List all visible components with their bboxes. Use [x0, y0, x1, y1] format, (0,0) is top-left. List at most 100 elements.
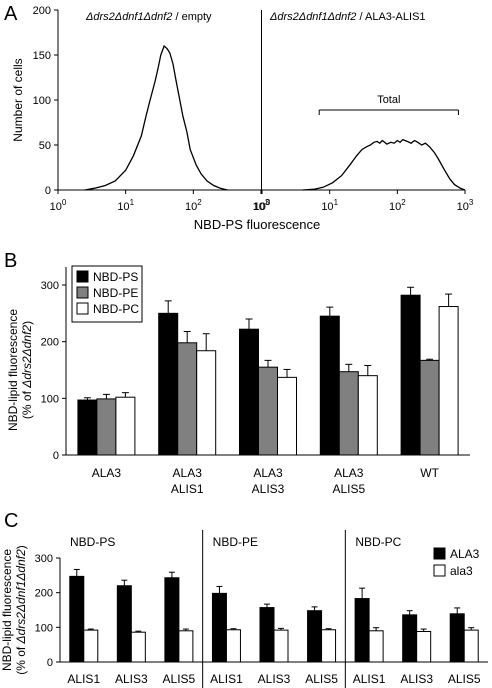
x-tick-label-a2-3: 103: [457, 198, 474, 213]
x-tick-label-b-4-0: WT: [420, 466, 439, 480]
group-title-c-1: NBD-PE: [213, 535, 258, 549]
subplot-title-a1-part-3: Δ: [143, 11, 151, 23]
histogram-line-a2: [302, 138, 466, 191]
subplot-title-a2-part-2: dnf1: [306, 11, 327, 23]
x-tick-base-a2-2: 10: [389, 201, 401, 213]
x-tick-exp-a1-0: 0: [62, 198, 67, 207]
subplot-title-a1-delta: Δ: [85, 11, 93, 23]
subplot-title-a1-part-5: / empty: [172, 11, 212, 23]
x-tick-exp-a2-1: 1: [334, 198, 339, 207]
bar-b-NBD-PC-2: [277, 376, 297, 456]
y-axis-label-b: NBD-lipid fluorescence: [6, 309, 20, 431]
y-tick-label-a-1: 50: [39, 140, 51, 152]
x-axis-label-a: NBD-PS fluorescence: [194, 217, 320, 232]
bar-c-2-ala3-2: [463, 629, 479, 663]
y-axis-label2-b-part-0: (% of: [20, 388, 34, 419]
bar-b-NBD-PE-0: [96, 398, 117, 456]
group-title-c-0: NBD-PS: [70, 535, 115, 549]
x-tick-label-c-2-2: ALIS5: [448, 672, 481, 686]
x-tick-label-a1-2: 102: [185, 198, 202, 213]
bar-c-0-ala3-1: [130, 631, 146, 663]
x-tick-label-b-3-0: ALA3: [334, 466, 364, 480]
bar-c-1-ALA3-2: [307, 610, 323, 663]
subplot-title-a2: Δdrs2Δdnf1Δdnf2 / ALA3-ALIS1: [269, 11, 426, 23]
y-tick-label-a-3: 150: [33, 50, 51, 62]
x-tick-label-c-0-2: ALIS5: [163, 672, 196, 686]
bar-b-NBD-PS-2: [239, 328, 259, 456]
x-tick-label-a1-0: 100: [50, 198, 67, 213]
subplot-title-a1: Δdrs2Δdnf1Δdnf2 / empty: [85, 11, 212, 23]
x-tick-label-c-0-1: ALIS3: [115, 672, 148, 686]
bar-c-1-ALA3-1: [259, 607, 275, 663]
bar-b-NBD-PE-1: [177, 342, 198, 456]
legend-label-c-0: ALA3: [450, 547, 480, 561]
x-tick-label-c-0-0: ALIS1: [67, 672, 100, 686]
y-axis-label2-b-part-5: ): [20, 321, 34, 325]
bar-chart-panel-b: 0 100 200 300 NBD-lipid fluorescence (% of Δd…: [6, 265, 470, 496]
x-tick-label-c-1-0: ALIS1: [210, 672, 243, 686]
bar-c-2-ALA3-1: [402, 614, 418, 663]
y-tick-label-b-2: 200: [41, 337, 59, 349]
legend-swatch-b-1: [76, 286, 89, 299]
x-tick-label-b-1-1: ALIS1: [171, 482, 204, 496]
bar-b-NBD-PS-0: [77, 399, 98, 456]
x-tick-base-a1-1: 10: [117, 201, 129, 213]
x-tick-label-b-2-1: ALIS3: [252, 482, 285, 496]
x-tick-label-a1-3: 103: [253, 198, 270, 213]
subplot-title-a1-part-4: dnf2: [151, 11, 172, 23]
y-tick-label-b-3: 300: [41, 280, 59, 292]
y-axis-label2-b-part-4: dnf2: [20, 325, 34, 349]
y-axis-label2-c-part-7: ): [14, 545, 28, 549]
bar-c-0-ala3-0: [83, 629, 99, 663]
y-axis-label2-b-part-2: drs2: [20, 356, 34, 380]
y-tick-label-b-0: 0: [53, 450, 59, 462]
bar-c-0-ALA3-0: [69, 575, 85, 663]
y-tick-label-c-1: 100: [35, 622, 53, 634]
bar-b-NBD-PC-3: [357, 375, 378, 456]
x-tick-exp-a2-3: 3: [469, 198, 474, 207]
y-tick-label-c-3: 300: [35, 553, 53, 565]
subplot-title-a2-part-5: / ALA3-ALIS1: [356, 11, 425, 23]
group-title-c-2: NBD-PC: [355, 535, 401, 549]
x-tick-label-c-1-2: ALIS5: [305, 672, 338, 686]
y-axis-label2-c-part-5: Δ: [14, 573, 28, 582]
legend-label-b-0: NBD-PS: [93, 270, 138, 284]
subplot-title-a2-part-1: Δ: [298, 11, 306, 23]
bar-chart-panel-c: 0 100 200 300 NBD-lipid fluorescence (% of Δd…: [0, 530, 488, 688]
bar-c-0-ALA3-2: [164, 577, 180, 663]
bar-b-NBD-PC-1: [196, 350, 217, 456]
x-tick-base-a2-0: 10: [254, 201, 266, 213]
subplot-title-a2-part-4: dnf2: [335, 11, 356, 23]
y-axis-label2-c-part-3: Δ: [14, 604, 28, 613]
bar-c-1-ALA3-0: [211, 592, 227, 663]
y-tick-label-a-0: 0: [45, 185, 51, 197]
legend-label-b-1: NBD-PE: [93, 286, 138, 300]
bar-b-NBD-PS-3: [319, 315, 340, 456]
y-axis-label2-c-part-0: (% of: [14, 643, 28, 674]
x-tick-base-a1-2: 10: [185, 201, 197, 213]
bar-b-NBD-PC-0: [115, 396, 136, 456]
gate-label: Total: [377, 94, 400, 106]
x-tick-exp-a2-2: 2: [401, 198, 406, 207]
y-tick-label-c-0: 0: [47, 657, 53, 669]
panel-letter-b: B: [4, 250, 17, 272]
bar-c-0-ala3-2: [178, 630, 194, 663]
bar-b-NBD-PE-4: [419, 359, 440, 456]
subplot-title-a1-part-0: drs2: [93, 11, 114, 23]
legend-swatch-b-0: [76, 270, 89, 283]
y-axis-label2-b-part-1: Δ: [20, 380, 34, 389]
panel-letter-a: A: [4, 3, 18, 25]
bar-b-NBD-PS-4: [400, 294, 421, 456]
x-tick-label-b-3-1: ALIS5: [332, 482, 365, 496]
subplot-title-a1-part-1: Δ: [114, 11, 122, 23]
bar-c-1-ala3-1: [273, 629, 289, 663]
x-tick-label-c-1-1: ALIS3: [258, 672, 291, 686]
x-tick-label-a2-1: 101: [321, 198, 338, 213]
y-axis-label2-c-part-4: dnf1: [14, 581, 28, 604]
x-tick-label-c-2-0: ALIS1: [353, 672, 386, 686]
bar-c-1-ala3-0: [225, 629, 241, 663]
y-tick-label-a-4: 200: [33, 5, 51, 17]
x-tick-label-b-2-0: ALA3: [253, 466, 283, 480]
